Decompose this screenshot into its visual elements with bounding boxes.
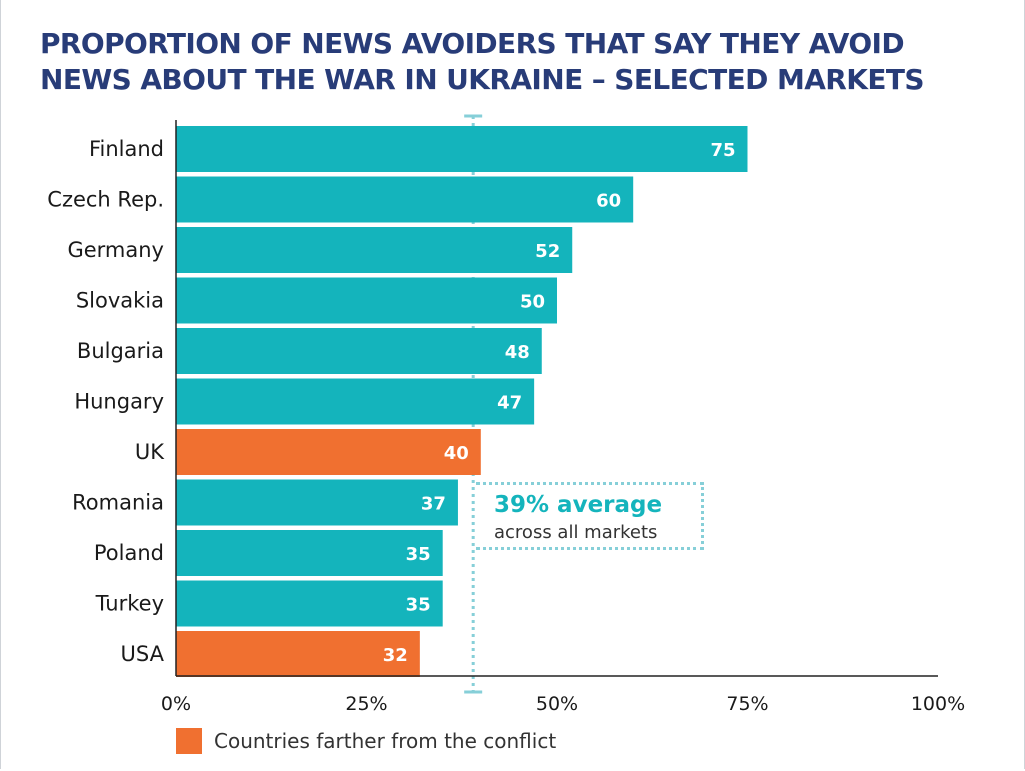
bar-romania bbox=[176, 479, 458, 526]
x-tick-label-0: 0% bbox=[161, 693, 191, 715]
value-label-romania: 37 bbox=[421, 494, 446, 515]
bar-czech-rep bbox=[176, 176, 634, 223]
category-label-germany: Germany bbox=[67, 238, 164, 262]
category-label-bulgaria: Bulgaria bbox=[77, 339, 164, 363]
chart-title: PROPORTION OF NEWS AVOIDERS THAT SAY THE… bbox=[40, 26, 990, 98]
category-label-finland: Finland bbox=[89, 137, 164, 161]
average-value-label: 39% average bbox=[494, 492, 663, 518]
bar-usa bbox=[176, 631, 420, 677]
legend: Countries farther from the conflict bbox=[176, 728, 556, 754]
bar-poland bbox=[176, 530, 443, 576]
category-label-poland: Poland bbox=[94, 541, 164, 565]
category-label-romania: Romania bbox=[72, 491, 164, 515]
x-tick-label-25: 25% bbox=[345, 693, 387, 715]
value-label-bulgaria: 48 bbox=[505, 342, 530, 363]
category-label-hungary: Hungary bbox=[74, 390, 164, 414]
x-tick-label-100: 100% bbox=[911, 693, 965, 715]
category-label-uk: UK bbox=[135, 440, 165, 464]
average-callout-box bbox=[476, 482, 704, 550]
value-label-slovakia: 50 bbox=[520, 292, 545, 313]
value-label-turkey: 35 bbox=[406, 595, 431, 616]
legend-swatch bbox=[176, 728, 202, 754]
average-description: across all markets bbox=[494, 522, 658, 543]
bar-bulgaria bbox=[176, 328, 542, 374]
category-label-slovakia: Slovakia bbox=[76, 289, 164, 313]
chart-title-line-2: NEWS ABOUT THE WAR IN UKRAINE – SELECTED… bbox=[40, 63, 925, 96]
x-tick-label-50: 50% bbox=[536, 693, 578, 715]
value-label-hungary: 47 bbox=[497, 393, 522, 414]
x-tick-label-75: 75% bbox=[726, 693, 768, 715]
value-label-uk: 40 bbox=[444, 443, 469, 464]
category-label-turkey: Turkey bbox=[95, 592, 164, 616]
value-label-czech-rep: 60 bbox=[596, 191, 621, 212]
value-label-poland: 35 bbox=[406, 544, 431, 565]
value-label-germany: 52 bbox=[535, 241, 560, 262]
bar-turkey bbox=[176, 580, 443, 627]
bar-germany bbox=[176, 227, 573, 273]
bar-uk bbox=[176, 429, 481, 475]
bar-slovakia bbox=[176, 277, 557, 324]
bar-finland bbox=[176, 126, 748, 172]
value-label-finland: 75 bbox=[710, 140, 735, 161]
legend-label: Countries farther from the conflict bbox=[214, 729, 557, 753]
category-label-czech-rep: Czech Rep. bbox=[47, 188, 164, 212]
value-label-usa: 32 bbox=[383, 645, 408, 666]
chart-title-line-1: PROPORTION OF NEWS AVOIDERS THAT SAY THE… bbox=[40, 27, 905, 60]
category-label-usa: USA bbox=[121, 642, 165, 666]
bar-hungary bbox=[176, 378, 535, 425]
